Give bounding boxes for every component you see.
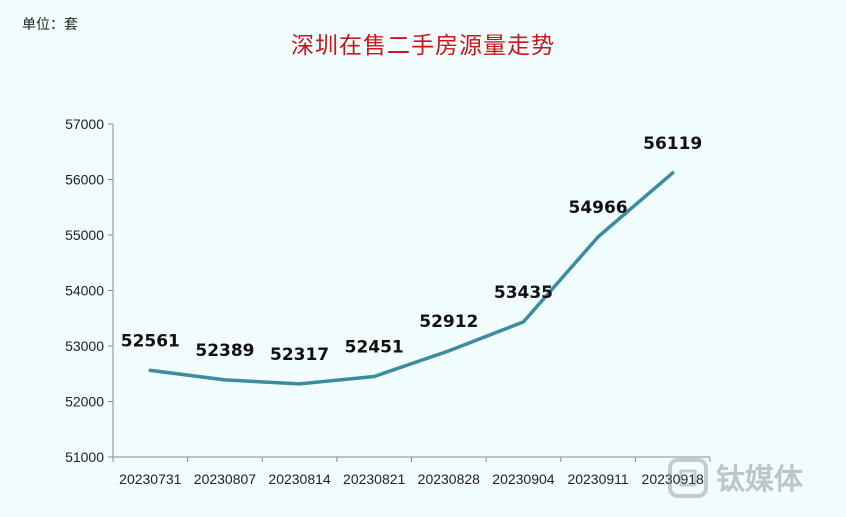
y-tick-label: 56000 — [65, 172, 104, 188]
y-axis: 51000 52000 53000 54000 55000 56000 57000 — [65, 116, 114, 465]
data-label: 52451 — [345, 337, 404, 357]
data-label: 52912 — [419, 312, 478, 332]
unit-label: 单位：套 — [22, 17, 78, 33]
x-tick-label: 20230807 — [194, 471, 257, 487]
data-label: 54966 — [568, 198, 627, 218]
watermark-text: 钛媒体 — [716, 462, 804, 496]
x-tick-label: 20230918 — [642, 471, 705, 487]
data-label: 52561 — [121, 331, 180, 351]
y-tick-label: 53000 — [65, 338, 104, 354]
x-tick-label: 20230731 — [119, 471, 182, 487]
chart-title: 深圳在售二手房源量走势 — [291, 33, 555, 59]
x-tick-label: 20230911 — [567, 471, 628, 487]
series-line — [148, 171, 675, 386]
y-tick-label: 57000 — [65, 116, 104, 132]
y-tick-label: 55000 — [65, 227, 104, 243]
watermark: 钛媒体 — [668, 458, 804, 498]
y-tick-label: 52000 — [65, 394, 104, 410]
x-tick-label: 20230904 — [492, 471, 555, 487]
x-tick-label: 20230821 — [343, 471, 406, 487]
x-tick-label: 20230814 — [268, 471, 331, 487]
data-label: 53435 — [494, 283, 553, 303]
x-tick-label: 20230828 — [418, 471, 481, 487]
data-label: 52317 — [270, 345, 329, 365]
watermark-logo-icon — [668, 458, 708, 498]
data-label: 52389 — [195, 341, 254, 361]
y-tick-label: 54000 — [65, 283, 104, 299]
y-tick-label: 51000 — [65, 449, 104, 465]
x-axis: 20230731 20230807 20230814 20230821 20230828… — [112, 456, 711, 487]
data-label: 56119 — [643, 134, 702, 154]
